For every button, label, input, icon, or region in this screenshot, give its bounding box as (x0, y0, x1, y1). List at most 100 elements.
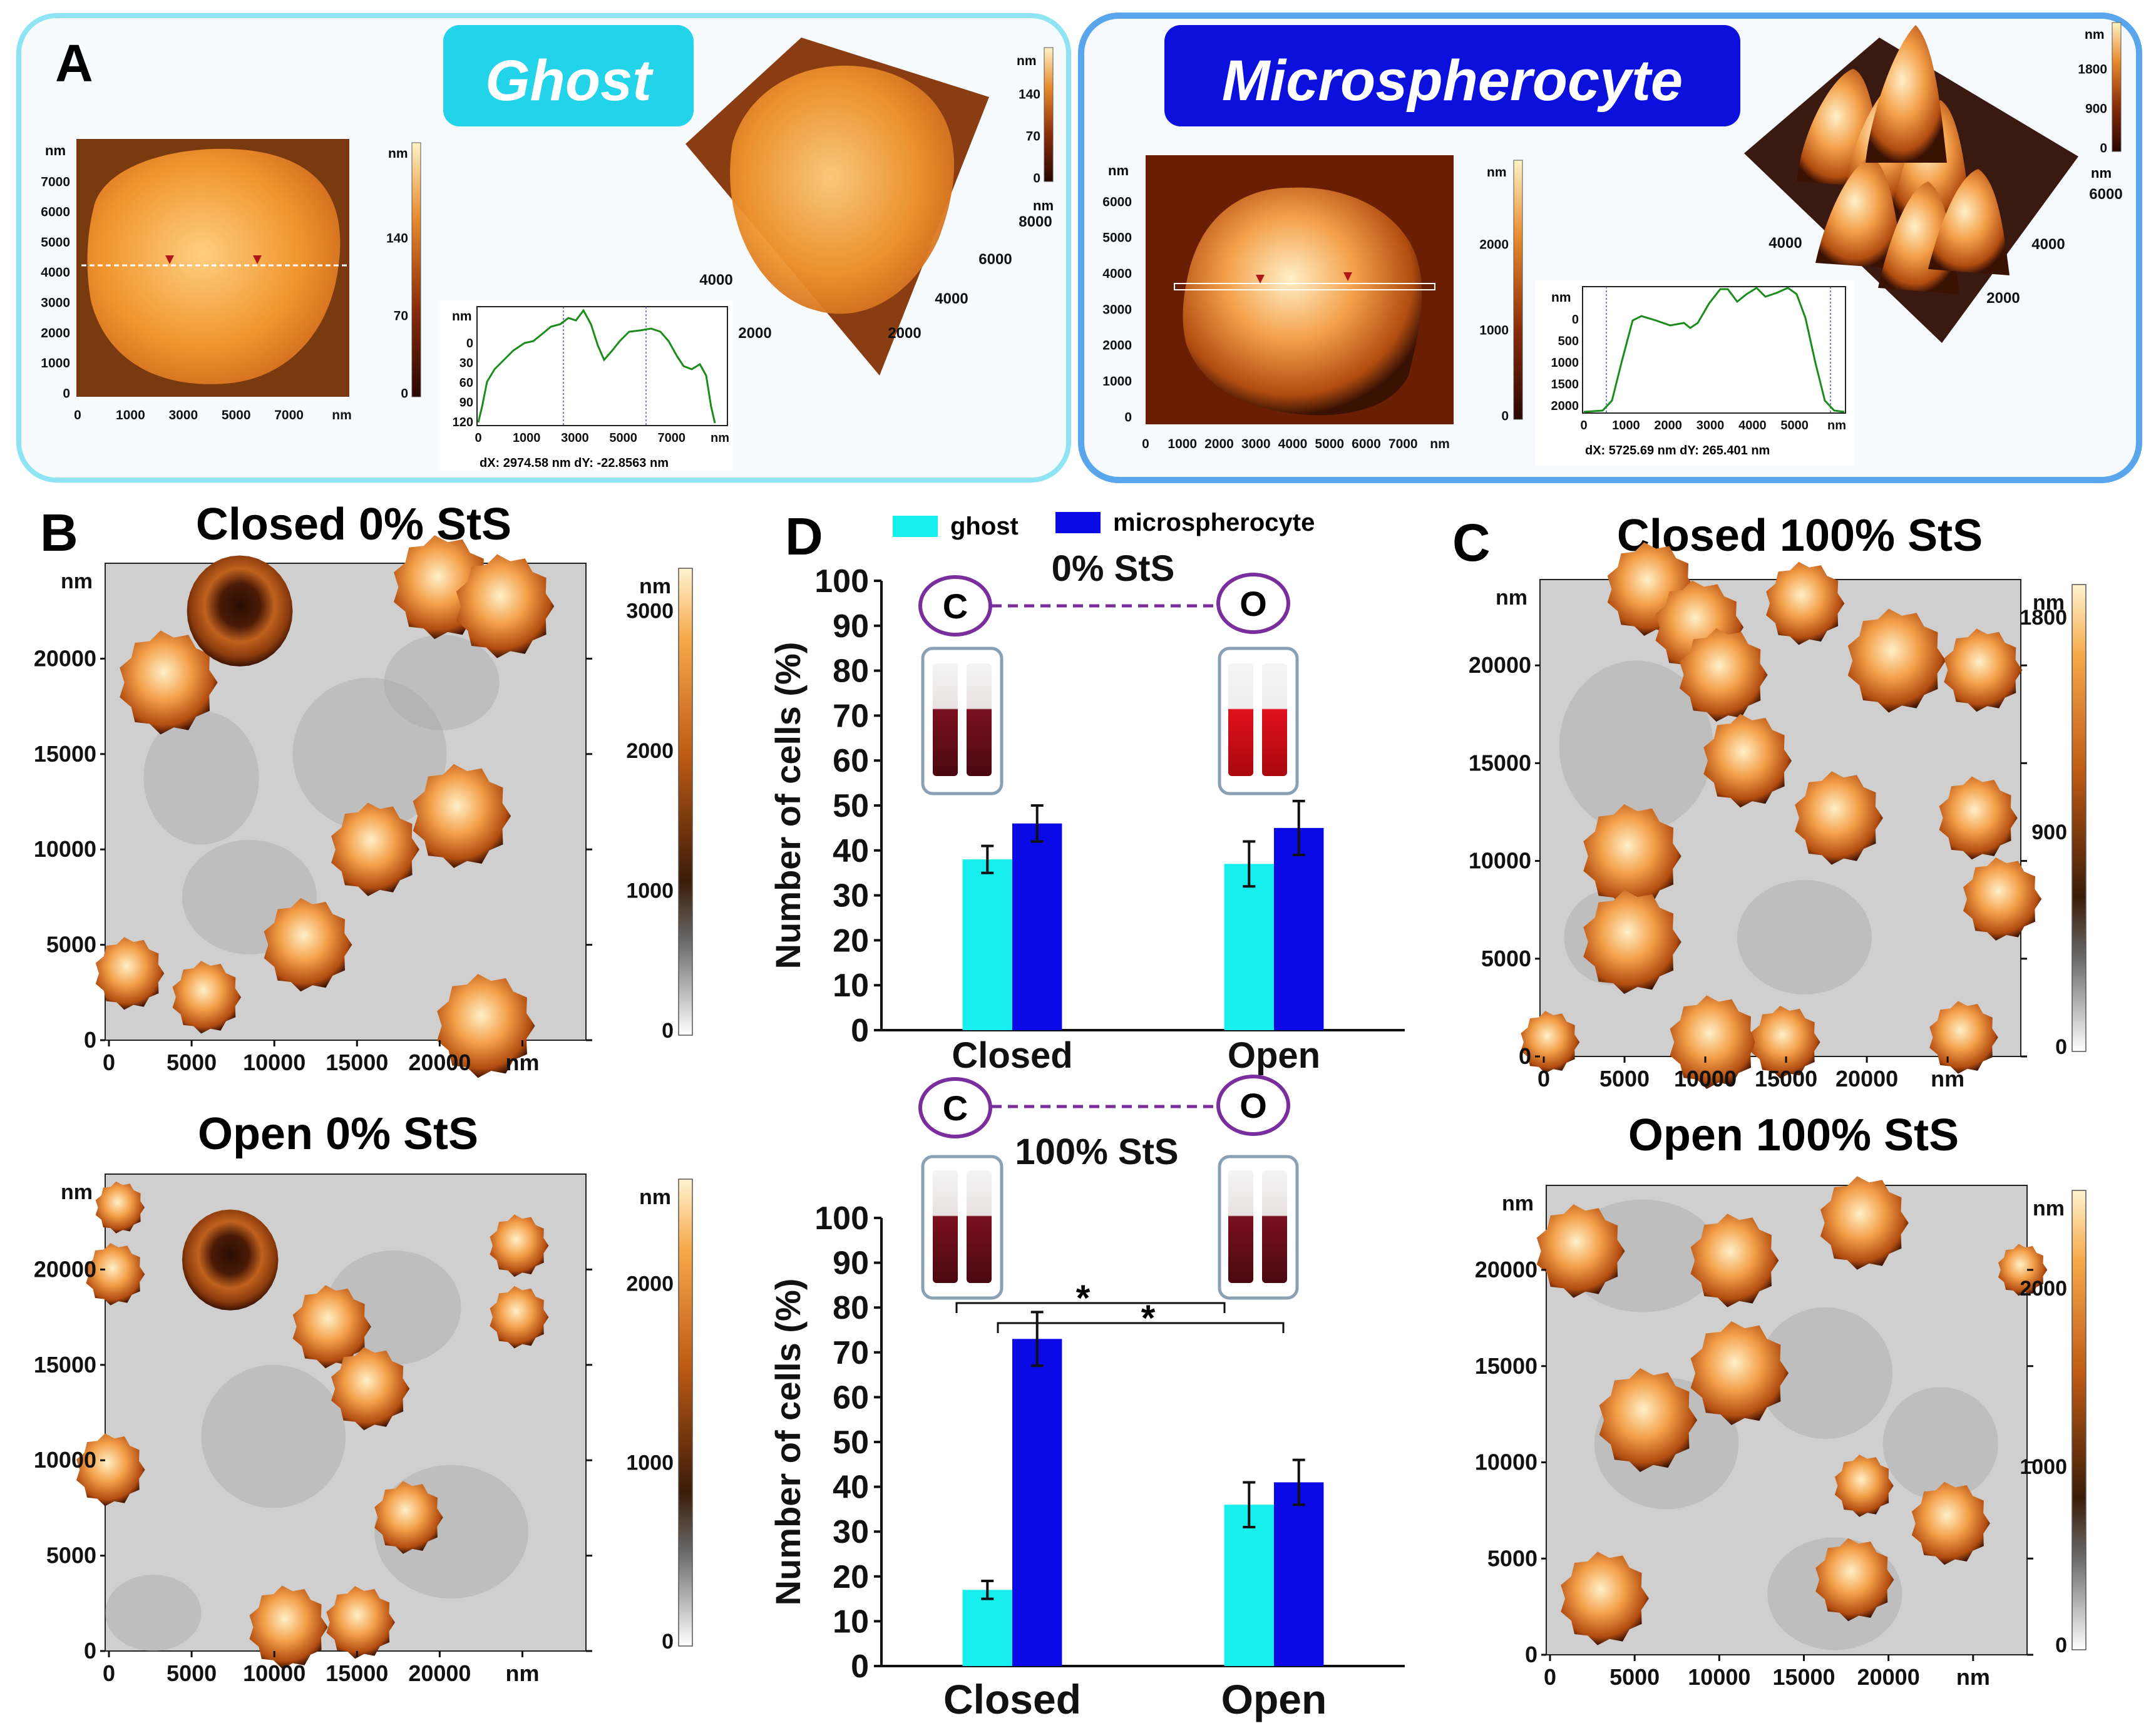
y-tick-label: 60 (833, 743, 869, 779)
micro-profile-curve (1583, 287, 1845, 413)
colorbar-unit: nm (2033, 591, 2065, 615)
axis-tick-label: 1000 (1479, 323, 1509, 337)
axis-tick-label: 70 (394, 309, 408, 323)
axis-tick-label: 0 (1519, 1043, 1531, 1069)
axis-tick-label: 1000 (1168, 437, 1197, 451)
axis-tick-label: 15000 (1475, 1353, 1537, 1379)
microspherocyte-cell (120, 630, 218, 735)
axis-tick-label: 6000 (1352, 437, 1381, 451)
axis-tick-label: 4000 (41, 265, 70, 280)
axis-tick-label: 10000 (243, 1660, 305, 1686)
x-category-label: Open (1221, 1676, 1327, 1722)
axis-tick-label: 0 (1537, 1066, 1550, 1092)
colorbar-tick-label: 0 (662, 1630, 674, 1654)
colorbar (2071, 584, 2087, 1052)
axis-tick-label: 2000 (1102, 339, 1132, 353)
legend-ghost-label: ghost (950, 513, 1019, 540)
axis-tick-label: nm (1827, 419, 1846, 432)
axis-tick-label: 140 (386, 231, 408, 245)
axis-tick-label: 3000 (561, 431, 589, 445)
y-tick-label: 10 (833, 1603, 869, 1640)
axis-tick-label: 0 (63, 386, 70, 401)
microspherocyte-cell (331, 1347, 410, 1431)
axis-tick-label: 1000 (1551, 356, 1579, 370)
axis-tick-label: 5000 (1487, 1545, 1537, 1571)
colorbar-unit: nm (639, 575, 671, 598)
axis-tick-label: 20000 (1857, 1664, 1920, 1690)
microspherocyte-cell (1847, 608, 1946, 713)
axis-tick-label: 2000 (1551, 399, 1579, 413)
axis-tick-label: 4000 (1102, 267, 1132, 281)
y-tick-label: 0 (851, 1013, 869, 1049)
axis-tick-label: 70 (1026, 129, 1040, 143)
legend-ghost-swatch (893, 516, 938, 537)
colorbar-unit: nm (639, 1185, 671, 1209)
y-axis-label: Number of cells (%) (768, 642, 808, 969)
ghost-profile-curve (477, 309, 716, 424)
y-tick-label: 20 (833, 923, 869, 959)
ring-cell (182, 1209, 279, 1311)
y-tick-label: 30 (833, 878, 869, 914)
axis-tick-label: 0 (1525, 1642, 1537, 1667)
axis-tick-label: 5000 (167, 1050, 217, 1075)
micro-profile-xticks: 0 1000 2000 3000 4000 5000 nm (1580, 419, 1846, 432)
y-tick-label: 50 (833, 1424, 869, 1461)
axis-tick-label: 5000 (1315, 437, 1344, 451)
microspherocyte-cell (374, 1481, 443, 1554)
axis-tick-label: 10000 (34, 1447, 96, 1473)
axis-tick-label: 0 (1124, 410, 1132, 424)
axis-tick-label: 140 (1019, 87, 1040, 101)
panel-c-closed-title: Closed 100% StS (1617, 511, 1983, 561)
microspherocyte-cell (86, 1243, 145, 1306)
microspherocyte-cell (1583, 804, 1681, 908)
colorbar (678, 568, 693, 1036)
microspherocyte-cell (1670, 995, 1758, 1089)
axis-tick-label: 10000 (243, 1050, 305, 1075)
axis-tick-label: 2000 (738, 325, 771, 342)
axis-tick-label: 10000 (1475, 1449, 1537, 1475)
ghost-cell (1559, 660, 1713, 832)
axis-tick-label: 5000 (1102, 231, 1132, 245)
axis-tick-label: 500 (1558, 335, 1579, 349)
microspherocyte-cell (490, 1214, 549, 1277)
colorbar-tick-label: 0 (2055, 1634, 2067, 1657)
vial-open-0 (1218, 647, 1299, 795)
bar-ghost-open (1224, 864, 1274, 1030)
star-2: * (1141, 1298, 1156, 1339)
panel-d-letter: D (785, 507, 823, 566)
axis-tick-label: nm (1430, 437, 1450, 451)
axis-tick-label: 5000 (46, 932, 96, 958)
chart-0-sts: 0 10 20 30 40 50 60 70 80 90 100 Number of cells (%… (768, 548, 1405, 1076)
ghost-cb-unit: nm (388, 146, 408, 161)
bar-microspherocyte-open (1274, 827, 1324, 1030)
vial-closed-0 (921, 647, 1004, 795)
y-tick-label: 90 (833, 1245, 869, 1282)
bar-microspherocyte-open (1274, 1482, 1324, 1666)
bar-ghost-closed (962, 1590, 1012, 1666)
micro-3d-peaks (1797, 25, 2010, 294)
ghost-cell (292, 677, 447, 831)
axis-tick-label: 0 (103, 1050, 115, 1075)
o-label: O (1240, 1086, 1267, 1125)
microspherocyte-cell (264, 897, 352, 992)
axis-tick-label: 4000 (1278, 437, 1308, 451)
vial-closed-100 (921, 1155, 1004, 1300)
micro-3d-unit: nm (2091, 165, 2112, 181)
axis-tick-label: 4000 (1738, 419, 1767, 432)
axis-tick-label: 1000 (116, 408, 145, 422)
axis-tick-label: 0 (2100, 141, 2107, 155)
y-tick-label: 0 (851, 1649, 869, 1685)
microspherocyte-cell (1911, 1481, 1990, 1565)
y-tick-label: 100 (814, 1200, 869, 1237)
ghost-cell (87, 148, 341, 384)
axis-tick-label: nm (1931, 1066, 1964, 1092)
axis-tick-label: 90 (459, 396, 473, 410)
axis-tick-label: 2000 (1654, 419, 1682, 432)
y-tick-label: 100 (814, 563, 869, 600)
axis-tick-label: 15000 (34, 1352, 96, 1378)
microspherocyte-cell (437, 974, 535, 1078)
microspherocyte-cell (326, 1586, 395, 1659)
microspherocyte-cell (1583, 890, 1681, 994)
